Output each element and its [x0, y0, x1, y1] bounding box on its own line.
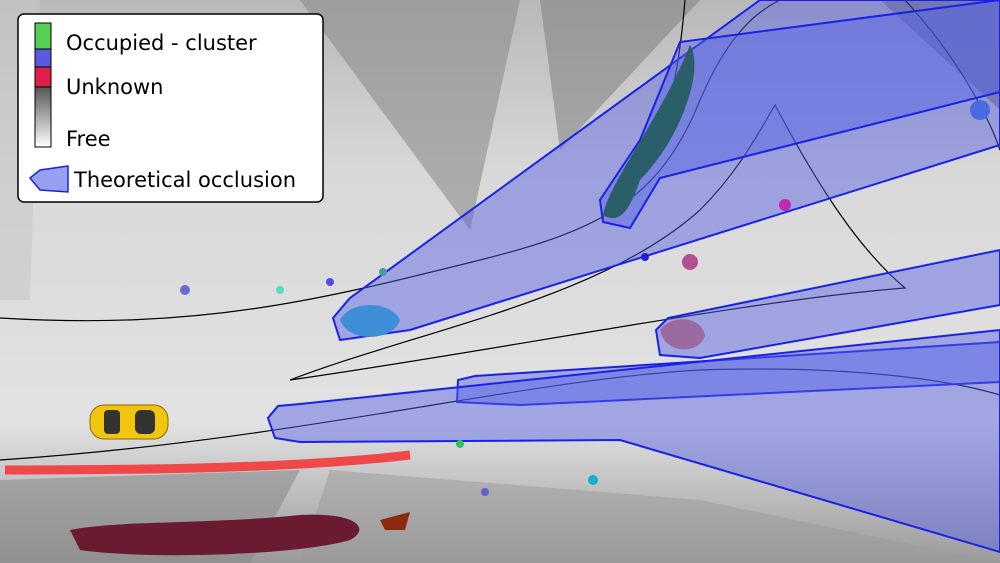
legend-label: Theoretical occlusion	[73, 168, 296, 192]
legend-label: Free	[66, 127, 111, 151]
ego-vehicle	[90, 405, 168, 439]
legend-label: Unknown	[66, 75, 163, 99]
legend: Occupied - cluster Unknown Free Theoreti…	[18, 14, 323, 202]
legend-label: Occupied - cluster	[66, 31, 257, 55]
scene: Occupied - cluster Unknown Free Theoreti…	[0, 0, 1000, 563]
